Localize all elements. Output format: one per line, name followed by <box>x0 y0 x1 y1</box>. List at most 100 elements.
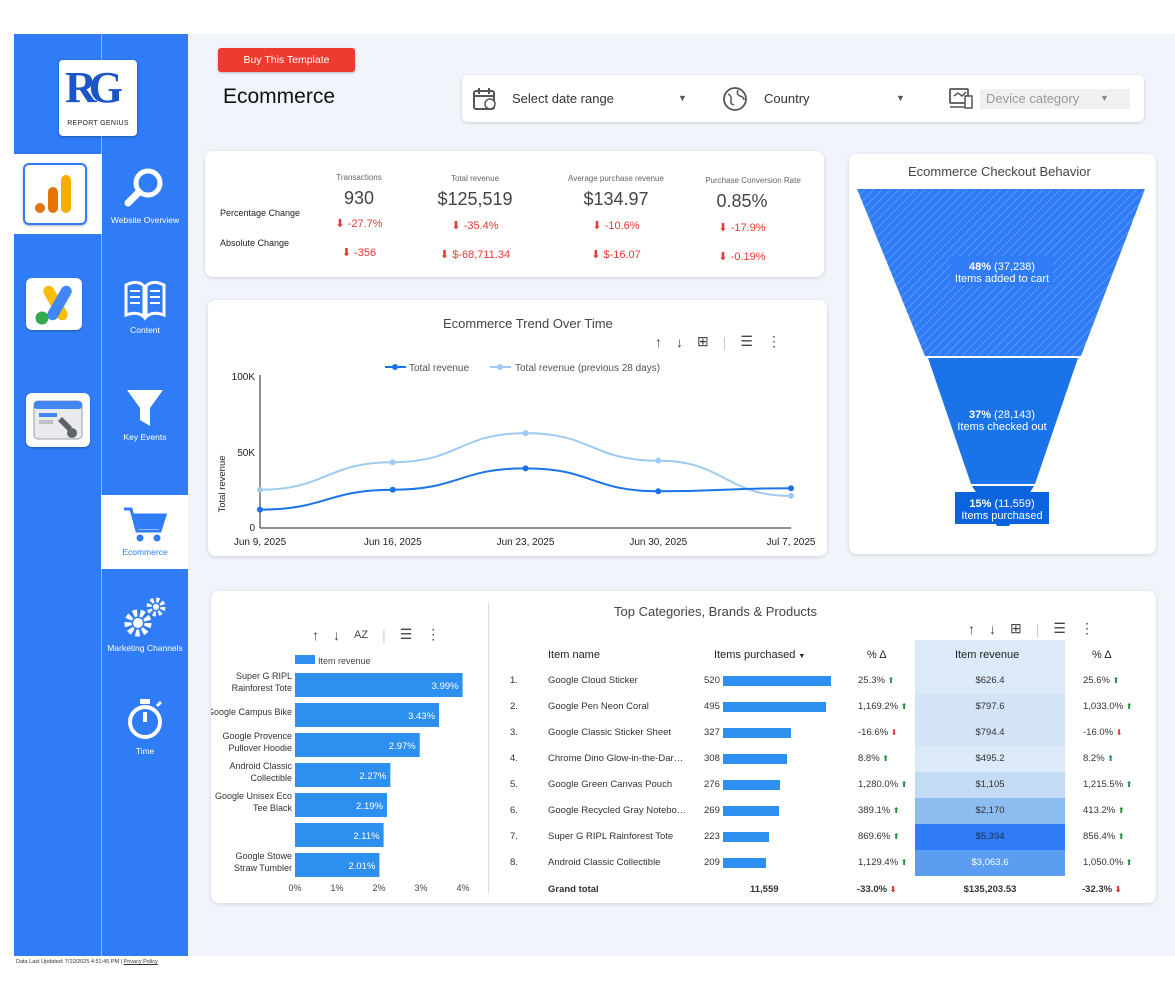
sort-ascending-icon[interactable]: ↑ <box>968 620 975 637</box>
buy-template-button[interactable]: Buy This Template <box>218 48 355 72</box>
kpi-value: 0.85% <box>716 191 768 211</box>
item-name[interactable]: Google Classic Sticker Sheet <box>548 727 672 738</box>
bar[interactable] <box>295 763 391 787</box>
series-point[interactable] <box>257 506 263 513</box>
table-title: Top Categories, Brands & Products <box>614 604 818 619</box>
series-point[interactable] <box>257 486 263 493</box>
sort-az-icon[interactable]: AZ <box>354 628 369 641</box>
item-name[interactable]: Google Cloud Sticker <box>548 675 638 686</box>
sort-descending-icon[interactable]: ↓ <box>333 626 340 643</box>
divider <box>488 603 489 893</box>
kpi-value: 930 <box>343 188 375 208</box>
x-tick: Jun 30, 2025 <box>629 537 687 548</box>
revenue-cell-bg <box>915 668 1065 694</box>
trend-chart: Total revenue Total revenue (previous 28… <box>217 363 816 548</box>
col-header-item-revenue[interactable]: Item revenue <box>955 649 1020 661</box>
series-point[interactable] <box>389 486 396 493</box>
item-name[interactable]: Android Classic Collectible <box>548 857 661 868</box>
filter-icon[interactable]: ☰ <box>740 333 753 349</box>
item-name[interactable]: Super G RIPL Rainforest Tote <box>548 831 674 842</box>
sort-ascending-icon[interactable]: ↑ <box>312 626 319 643</box>
funnel-count: (37,238) <box>994 261 1035 273</box>
series-point[interactable] <box>522 430 529 437</box>
col-header-item-name[interactable]: Item name <box>548 649 600 661</box>
item-revenue: $2,170 <box>975 805 1005 816</box>
bar[interactable] <box>295 673 463 697</box>
chart-options-icon[interactable]: ⊞ <box>1010 620 1022 636</box>
bar[interactable] <box>295 703 440 727</box>
country-filter[interactable]: Country ▼ <box>722 75 912 122</box>
google-ads-icon[interactable] <box>26 278 82 330</box>
more-vert-icon[interactable]: ⋮ <box>766 333 781 349</box>
analytics-icon[interactable] <box>23 163 87 225</box>
more-vert-icon[interactable]: ⋮ <box>1079 620 1094 636</box>
funnel-step-checkout[interactable] <box>928 358 1078 484</box>
page-title: Ecommerce <box>223 85 336 108</box>
revenue-cell-bg <box>915 850 1065 876</box>
funnel-chart: 48% (37,238) Items added to cart 37% (28… <box>857 189 1145 526</box>
footer: Data Last Updated: 7/10/2025 4:51:45 PM … <box>16 959 158 965</box>
more-vert-icon[interactable]: ⋮ <box>426 626 441 642</box>
series-point[interactable] <box>655 457 662 464</box>
bar[interactable] <box>295 823 384 847</box>
row-number: 7. <box>510 831 518 842</box>
sort-ascending-icon[interactable]: ↑ <box>655 333 662 350</box>
filter-icon[interactable]: ☰ <box>1053 620 1066 636</box>
filter-icon[interactable]: ☰ <box>399 626 413 642</box>
grand-total-rev-change: -32.3% ⬇ <box>1082 884 1122 895</box>
series-point[interactable] <box>522 465 529 472</box>
x-tick: Jun 16, 2025 <box>364 537 422 548</box>
item-revenue: $5,394 <box>975 831 1005 842</box>
nav-key-events[interactable]: Key Events <box>102 388 188 442</box>
bar[interactable] <box>295 853 380 877</box>
qty-bar <box>723 858 767 868</box>
chart-options-icon[interactable]: ⊞ <box>697 333 709 349</box>
nav-marketing-channels[interactable]: Marketing Channels <box>102 595 188 653</box>
series-line-0 <box>259 467 792 511</box>
date-range-filter[interactable]: Select date range ▼ <box>472 75 697 122</box>
bar-toolbar: ↑ ↓ AZ | ☰ ⋮ <box>312 626 440 643</box>
item-revenue: $1,105 <box>975 779 1005 790</box>
legend-label: Total revenue <box>409 363 469 374</box>
col-header-items-purchased[interactable]: Items purchased ▼ <box>714 649 806 661</box>
bar-value-label: 3.99% <box>432 681 459 692</box>
series-point[interactable] <box>389 459 396 466</box>
bar-value-label: 2.01% <box>348 861 375 872</box>
bar[interactable] <box>295 793 387 817</box>
series-point[interactable] <box>788 485 794 492</box>
nav-time[interactable]: Time <box>102 696 188 756</box>
col-header-qty-change[interactable]: % Δ <box>867 649 887 661</box>
item-name[interactable]: Google Recycled Gray Notebo… <box>548 805 687 816</box>
bar[interactable] <box>295 733 420 757</box>
device-category-filter[interactable]: Device category ▼ <box>948 75 1132 122</box>
items-purchased: 276 <box>704 779 720 790</box>
funnel-count: (28,143) <box>994 409 1035 421</box>
x-tick: 4% <box>456 883 469 893</box>
rev-change: 25.6% ⬆ <box>1083 675 1120 686</box>
item-revenue: $495.2 <box>975 753 1005 764</box>
series-point[interactable] <box>655 488 662 495</box>
kpi-abs-change: ⬇ $-68,711.34 <box>439 249 511 261</box>
item-name[interactable]: Google Pen Neon Coral <box>548 701 649 712</box>
nav-ecommerce[interactable]: Ecommerce <box>102 505 188 557</box>
item-revenue-bar-chart: Item revenue 3.99% Super G RIPL Rainforest… <box>211 655 470 893</box>
bar-value-label: 3.43% <box>408 711 435 722</box>
search-console-icon[interactable] <box>26 393 90 447</box>
x-tick: 0% <box>288 883 301 893</box>
sort-descending-icon[interactable]: ↓ <box>989 620 996 637</box>
privacy-policy-link[interactable]: Privacy Policy <box>123 959 158 965</box>
col-header-rev-change[interactable]: % Δ <box>1092 649 1112 661</box>
sort-descending-icon[interactable]: ↓ <box>676 333 683 350</box>
nav-website-overview[interactable]: Website Overview <box>102 165 188 225</box>
item-name[interactable]: Chrome Dino Glow-in-the-Dar… <box>548 753 684 764</box>
country-value: Country <box>764 91 810 106</box>
chevron-down-icon: ▼ <box>1100 93 1109 103</box>
items-purchased: 520 <box>704 675 720 686</box>
y-tick: 100K <box>232 372 256 383</box>
item-name[interactable]: Google Green Canvas Pouch <box>548 779 673 790</box>
qty-change: -16.6% ⬇ <box>858 727 898 738</box>
series-point[interactable] <box>788 492 794 499</box>
kpi-abs-change: ⬇ -0.19% <box>718 251 766 263</box>
report-genius-logo[interactable]: RG REPORT GENIUS <box>59 60 137 136</box>
nav-content[interactable]: Content <box>102 277 188 335</box>
